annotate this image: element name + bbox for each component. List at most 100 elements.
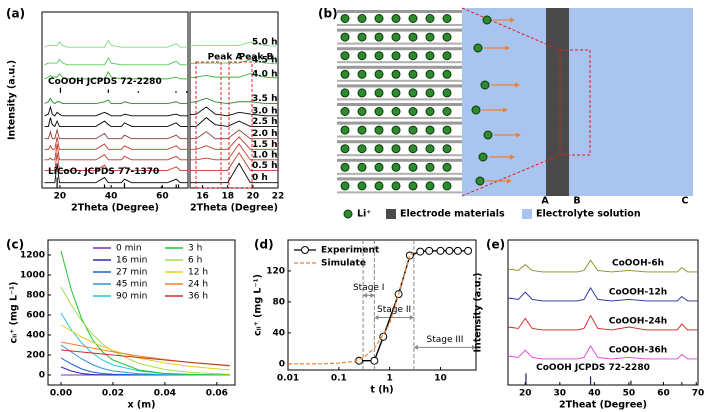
- panel-label: (b): [318, 7, 338, 21]
- point: [436, 246, 445, 255]
- x-tick-label: 60: [156, 192, 169, 202]
- x-tick-label: 20: [519, 389, 532, 399]
- arrow-head: [516, 132, 521, 138]
- legend-label: 16 min: [116, 256, 147, 266]
- curve: [60, 324, 230, 371]
- layer: [337, 84, 462, 88]
- panel-label: (e): [486, 238, 505, 252]
- layer: [337, 191, 462, 194]
- xrd-trace: [508, 259, 698, 273]
- series-label: 2.5 h: [252, 117, 277, 127]
- li-ion: [340, 107, 350, 116]
- li-ion: [374, 32, 384, 42]
- series-label: 3.5 h: [252, 94, 277, 104]
- y-axis-title: cₗᵢ⁺ (mg L⁻¹): [253, 274, 264, 336]
- series-label: 2.0 h: [252, 129, 277, 139]
- y-axis-title: Intensity (a.u.): [473, 272, 484, 352]
- x-tick-label: 0.01: [277, 374, 299, 384]
- li-ion: [340, 32, 350, 42]
- li-ion: [391, 88, 401, 98]
- arrow-head: [515, 82, 520, 88]
- curve: [60, 250, 230, 376]
- point: [370, 356, 379, 365]
- li-ion: [357, 107, 367, 116]
- legend-text: Electrolyte solution: [536, 209, 641, 220]
- li-ion: [425, 107, 435, 116]
- x-tick-label: 50: [623, 389, 636, 399]
- curve: [60, 312, 230, 376]
- y-tick-label: 1200: [20, 251, 45, 261]
- layer: [337, 103, 462, 106]
- li-ion: [425, 51, 435, 61]
- xrd-trace: [44, 70, 188, 80]
- li-ion: [408, 181, 418, 191]
- y-tick-label: 0: [39, 371, 45, 381]
- ref-label: LiCoO₂ JCPDS 77-1370: [48, 167, 159, 177]
- li-ion: [475, 176, 485, 186]
- series-label: 4.0 h: [252, 69, 277, 79]
- x-tick-label: 0.04: [154, 389, 176, 399]
- li-ion: [374, 88, 384, 98]
- xrd-trace: [44, 105, 188, 117]
- x-tick-label: 60: [657, 389, 670, 399]
- legend-label: 24 h: [188, 280, 208, 290]
- legend-label: 27 min: [116, 268, 147, 278]
- plot-frame: [47, 239, 236, 386]
- panel-label: (c): [6, 238, 24, 252]
- electrolyte-far: [569, 8, 693, 196]
- layer: [337, 121, 462, 125]
- li-ion: [340, 14, 350, 23]
- electrode-bar: [546, 8, 569, 196]
- x-tick-label: 40: [105, 192, 118, 202]
- li-ion: [442, 88, 452, 98]
- series-label: 5.0 h: [252, 38, 277, 48]
- arrow-head: [472, 344, 476, 350]
- xrd-trace: [190, 151, 278, 171]
- zoom-connector: [461, 154, 561, 197]
- curve: [60, 286, 230, 375]
- li-ion: [357, 181, 367, 191]
- layer: [337, 117, 462, 119]
- layer: [337, 42, 462, 45]
- legend-electrode: [386, 209, 396, 219]
- layer: [337, 154, 462, 157]
- li-ion: [442, 69, 452, 79]
- xrd-trace: [508, 314, 698, 331]
- series-label: 4.5 h: [252, 55, 277, 65]
- layer: [337, 172, 462, 175]
- x-tick-label: 20: [54, 192, 67, 202]
- arrow-head: [370, 292, 375, 298]
- curve: [60, 344, 230, 376]
- arrow-head: [505, 45, 510, 51]
- li-ion: [357, 144, 367, 154]
- panel-label: (a): [6, 7, 25, 21]
- li-ion: [471, 105, 481, 115]
- xrd-trace: [44, 136, 188, 150]
- li-ion: [442, 107, 452, 116]
- li-ion: [483, 130, 493, 140]
- x-tick-label: 16: [196, 192, 209, 202]
- xrd-trace: [44, 143, 188, 161]
- zoom-connector: [461, 7, 561, 51]
- li-ion: [357, 51, 367, 61]
- layer: [337, 24, 462, 26]
- xrd-trace: [190, 73, 278, 79]
- li-ion: [442, 14, 452, 23]
- y-axis-title: cₗᵢ⁺ (mg L⁻¹): [9, 281, 20, 343]
- li-ion: [425, 125, 435, 135]
- peak-label: Peak B: [239, 53, 274, 63]
- peak-box: [195, 61, 222, 189]
- y-tick-label: 1000: [20, 271, 45, 281]
- x-tick-label: 0.1: [331, 374, 347, 384]
- li-ion: [442, 144, 452, 154]
- layer: [337, 158, 462, 162]
- xrd-trace: [190, 97, 278, 104]
- x-tick-label: 0.00: [50, 389, 72, 399]
- layer: [337, 135, 462, 138]
- li-ion: [374, 107, 384, 116]
- legend-electrolyte: [522, 209, 532, 219]
- li-ion: [408, 14, 418, 23]
- li-ion: [408, 125, 418, 135]
- y-tick-label: 120: [266, 266, 285, 276]
